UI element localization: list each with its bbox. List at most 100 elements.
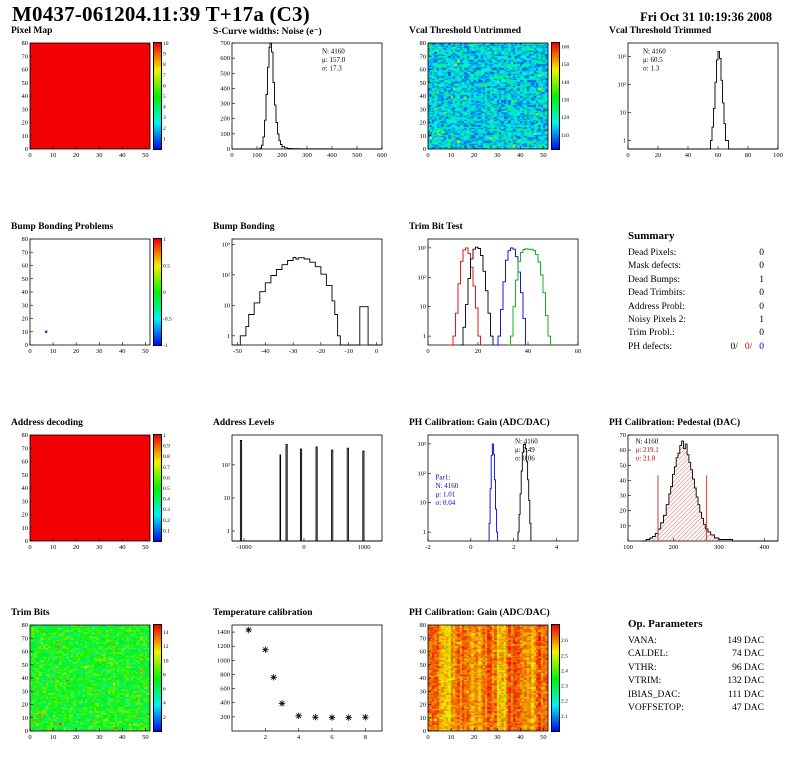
svg-text:σ: 0.06: σ: 0.06	[515, 454, 535, 462]
svg-text:0.6: 0.6	[163, 475, 170, 481]
svg-text:0: 0	[423, 728, 426, 735]
svg-text:2: 2	[264, 734, 267, 741]
svg-text:40: 40	[22, 485, 29, 492]
svg-text:160: 160	[561, 45, 570, 51]
svg-text:70: 70	[420, 635, 427, 642]
svg-text:300: 300	[714, 544, 724, 551]
svg-text:30: 30	[494, 152, 501, 159]
svg-text:40: 40	[420, 675, 427, 682]
svg-text:0.3: 0.3	[163, 507, 170, 513]
temp_calibration-axes: 2 4 6 8 200 400 600 800 1000 1200 1400	[217, 624, 383, 741]
svg-text:10: 10	[420, 133, 427, 140]
text-row: IBIAS_DAC: 111 DAC	[628, 689, 764, 700]
svg-text:8: 8	[163, 672, 166, 678]
op-parameters-title: Op. Parameters	[628, 618, 703, 630]
svg-text:1: 1	[163, 237, 166, 243]
svg-text:6: 6	[163, 687, 166, 693]
svg-text:60: 60	[22, 263, 29, 270]
svg-text:0.8: 0.8	[163, 454, 170, 460]
svg-text:0: 0	[28, 348, 31, 355]
summary-title: Summary	[628, 230, 675, 242]
svg-text:100: 100	[252, 152, 262, 159]
svg-text:1: 1	[163, 433, 166, 439]
svg-text:10: 10	[22, 525, 29, 532]
svg-text:2.1: 2.1	[561, 714, 568, 720]
svg-text:0: 0	[426, 152, 429, 159]
svg-text:10²: 10²	[418, 470, 427, 477]
svg-text:10: 10	[448, 152, 455, 159]
svg-text:2.2: 2.2	[561, 699, 568, 705]
svg-text:0: 0	[423, 146, 426, 153]
color-scale	[551, 42, 560, 150]
bump_problems-heatmap	[30, 239, 150, 345]
svg-text:30: 30	[22, 106, 29, 113]
svg-text:400: 400	[220, 85, 230, 92]
svg-text:20: 20	[471, 734, 478, 741]
text-row: VOFFSETOP: 47 DAC	[628, 703, 764, 714]
chart-title-bump-bonding: Bump Bonding	[213, 222, 275, 232]
svg-text:μ: 219.1: μ: 219.1	[636, 446, 660, 454]
ph-defects-value: 0	[759, 341, 764, 352]
svg-text:10: 10	[448, 734, 455, 741]
svg-text:30: 30	[22, 688, 29, 695]
text-row: VANA: 149 DAC	[628, 636, 764, 646]
svg-text:20: 20	[22, 512, 29, 519]
svg-text:50: 50	[540, 734, 547, 741]
chart-title-ph-gain: PH Calibration: Gain (ADC/DAC)	[409, 418, 550, 428]
svg-text:12: 12	[163, 644, 169, 650]
svg-text:1000: 1000	[358, 544, 371, 551]
svg-text:0: 0	[230, 152, 233, 159]
temp-calibration-chart: 2 4 6 8 200 400 600 800 1000 1200 1400	[206, 620, 388, 750]
svg-text:10: 10	[620, 109, 627, 116]
svg-text:30: 30	[96, 734, 103, 741]
color-scale	[153, 238, 162, 346]
text-row: Dead Trimbits: 0	[628, 288, 764, 299]
svg-text:40: 40	[119, 544, 126, 551]
svg-text:50: 50	[22, 80, 29, 87]
svg-text:1200: 1200	[217, 643, 230, 650]
svg-text:N: 4160: N: 4160	[436, 482, 459, 490]
svg-text:2.4: 2.4	[561, 668, 568, 674]
svg-text:500: 500	[220, 70, 230, 77]
svg-text:1000: 1000	[217, 657, 230, 664]
svg-text:-0.5: -0.5	[163, 317, 172, 323]
svg-text:80: 80	[22, 622, 29, 629]
vcal-trimmed-chart: 0 20 40 60 80 100 1 10 10² 10³ N: 4160 μ: 60.5 σ: 1.…	[602, 38, 784, 168]
ph-pedestal-chart: 100 200 300 400 10 20 30 40 50 60 70 N: 4160 μ: 219.…	[602, 430, 784, 560]
svg-text:50: 50	[22, 662, 29, 669]
vcal_untrimmed-heatmap	[428, 43, 548, 149]
address_levels-axes: -1000 0 1000 1 10 10²	[222, 434, 383, 551]
chart-title-vcal-trimmed: Vcal Threshold Trimmed	[609, 26, 712, 36]
text-row: Trim Probl.: 0	[628, 328, 764, 339]
svg-text:70: 70	[420, 53, 427, 60]
svg-text:50: 50	[142, 544, 149, 551]
svg-text:4: 4	[297, 734, 301, 741]
summary-row-ph-defects: PH defects: 0/0/0	[628, 341, 764, 354]
svg-text:10³: 10³	[418, 245, 427, 252]
svg-text:20: 20	[475, 348, 482, 355]
svg-text:μ: 1.01: μ: 1.01	[436, 491, 456, 499]
svg-text:80: 80	[22, 40, 29, 47]
svg-text:80: 80	[745, 152, 752, 159]
svg-text:10: 10	[620, 523, 627, 530]
svg-text:200: 200	[220, 714, 230, 721]
svg-text:9: 9	[163, 52, 166, 58]
svg-text:1400: 1400	[217, 629, 230, 636]
svg-text:0.5: 0.5	[163, 486, 170, 492]
svg-text:6: 6	[330, 734, 334, 741]
svg-text:6: 6	[163, 83, 166, 89]
op-parameters-rows: VANA: 149 DAC CALDEL: 74 DAC VTHR: 96 DAC VTRI…	[628, 635, 764, 715]
svg-text:σ: 21.8: σ: 21.8	[636, 454, 656, 462]
svg-text:30: 30	[420, 688, 427, 695]
address-levels-chart: -1000 0 1000 1 10 10²	[206, 430, 388, 560]
svg-text:400: 400	[327, 152, 337, 159]
svg-text:120: 120	[561, 115, 570, 121]
panel-trim-bits: Trim Bits 0 10 20 30 40 50 0 10 20 30 40 50 60 70 80 2 4…	[4, 608, 186, 752]
svg-text:70: 70	[22, 635, 29, 642]
svg-text:σ: 1.3: σ: 1.3	[643, 65, 660, 73]
svg-text:3: 3	[163, 115, 166, 121]
svg-text:-2: -2	[425, 544, 430, 551]
svg-text:10³: 10³	[418, 441, 427, 448]
panel-ph-gain: PH Calibration: Gain (ADC/DAC) -2 0 2 4 1 10 1…	[402, 418, 584, 562]
